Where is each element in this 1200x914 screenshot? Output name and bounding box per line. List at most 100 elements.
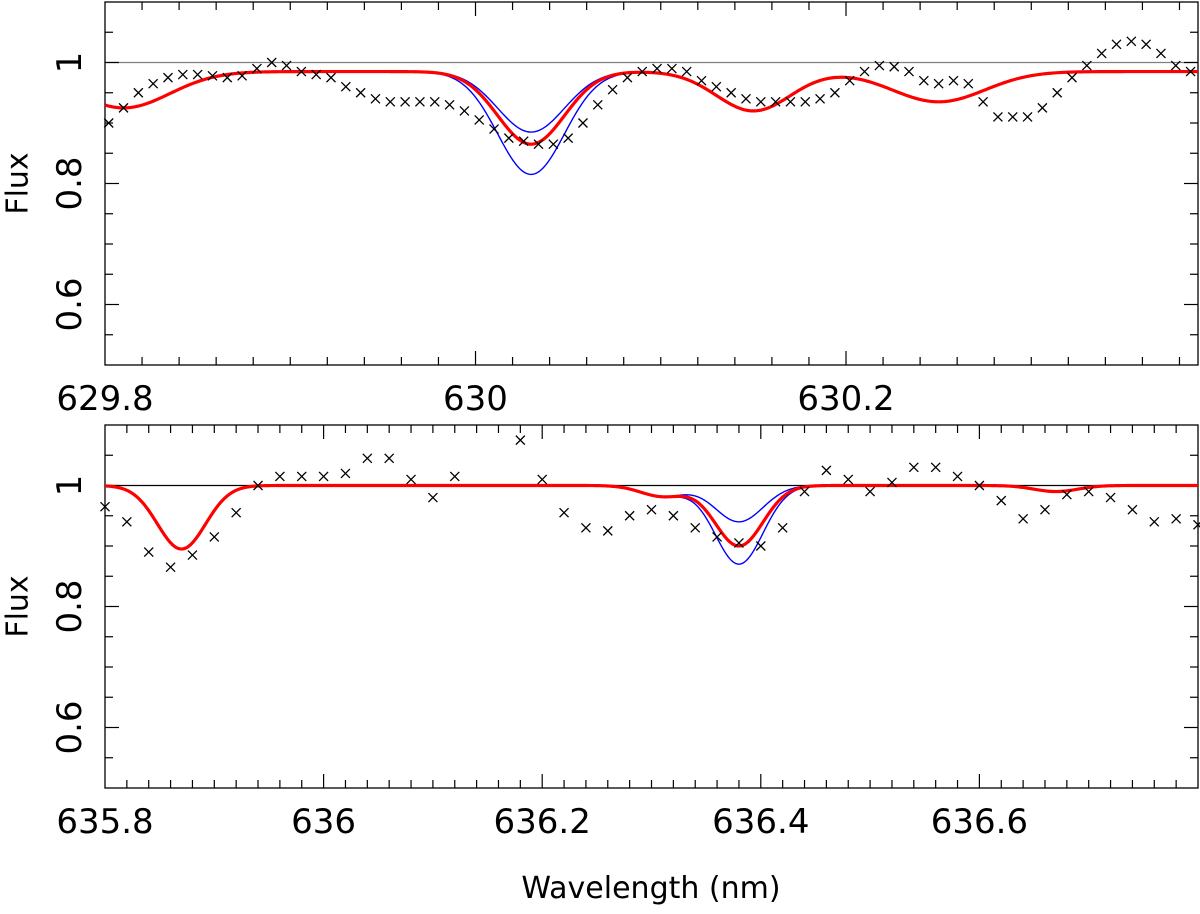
data-point [843, 474, 854, 485]
plot-frame [104, 424, 1199, 789]
x-tick-label: 635.8 [56, 802, 153, 842]
data-point [592, 99, 603, 110]
data-point [209, 531, 220, 542]
data-point [992, 111, 1003, 122]
x-axis-label: Wavelength (nm) [521, 871, 780, 906]
top-panel: 629.8 630 630.2 0.6 0.8 1 Flux [1, 1, 1199, 419]
data-point [1155, 48, 1166, 59]
data-point [1126, 36, 1137, 47]
x-tick-label: 636.4 [712, 802, 809, 842]
data-point [192, 69, 203, 80]
data-point [1007, 111, 1018, 122]
data-point [908, 462, 919, 473]
data-point [177, 69, 188, 80]
data-point [548, 139, 559, 150]
data-point [711, 81, 722, 92]
series-model-best [105, 483, 1198, 551]
data-point [253, 480, 263, 491]
data-point [121, 516, 132, 527]
data-point [296, 66, 307, 77]
data-point [918, 75, 929, 86]
x-tick-label: 630.2 [797, 379, 894, 419]
data-point [231, 507, 242, 518]
data-point [340, 468, 351, 479]
data-point [1105, 492, 1116, 503]
y-tick-label: 0.8 [50, 156, 90, 210]
data-point [646, 504, 657, 515]
data-point [537, 474, 548, 485]
y-tick-label: 1 [50, 475, 90, 497]
data-point [859, 66, 870, 77]
data-point [274, 471, 285, 482]
data-point [1111, 39, 1122, 50]
data-point [318, 471, 329, 482]
data-point [1185, 66, 1196, 77]
data-point [1149, 516, 1160, 527]
data-point [622, 72, 633, 83]
data-point [930, 462, 941, 473]
data-point [726, 87, 737, 98]
data-point [1193, 519, 1200, 530]
data-point [1081, 60, 1092, 71]
data-point [384, 453, 395, 464]
y-tick-label: 0.8 [50, 579, 90, 633]
data-point [237, 70, 248, 81]
data-point [1018, 513, 1029, 524]
data-point [385, 96, 396, 107]
data-point [652, 63, 663, 74]
data-point [770, 96, 781, 107]
data-point [1127, 504, 1138, 515]
data-point [580, 522, 591, 533]
data-point [429, 96, 440, 107]
data-point [414, 96, 425, 107]
data-point [1083, 486, 1094, 497]
data-point [624, 510, 635, 521]
data-point [489, 124, 499, 135]
data-point [563, 133, 574, 144]
data-point [1040, 504, 1050, 515]
y-tick-label: 0.6 [50, 700, 90, 754]
data-point [733, 538, 744, 548]
x-tick-label: 629.8 [56, 379, 153, 419]
series-model-upper [105, 70, 1198, 133]
data-point [515, 435, 526, 446]
data-point [311, 69, 322, 80]
data-point [952, 471, 963, 482]
data-point [777, 522, 788, 533]
x-tick-label: 630 [443, 379, 508, 419]
data-point [607, 84, 618, 95]
data-point [148, 78, 159, 89]
plot-frame [104, 1, 1199, 366]
data-point [887, 477, 897, 488]
data-point [406, 474, 416, 485]
data-point [281, 60, 292, 71]
data-point [974, 480, 985, 491]
data-point [741, 93, 751, 104]
data-point [815, 93, 826, 104]
data-point [1067, 72, 1077, 83]
data-point [1022, 111, 1033, 122]
data-point [187, 550, 198, 561]
data-point [996, 495, 1007, 506]
data-point [712, 531, 723, 542]
y-axis-label: Flux [1, 575, 36, 637]
data-point [829, 87, 840, 98]
data-point [637, 66, 648, 77]
data-point [800, 96, 811, 107]
data-point [103, 118, 114, 128]
data-point [933, 78, 944, 89]
data-point [1171, 513, 1182, 524]
data-point [785, 96, 796, 107]
data-point [602, 525, 613, 536]
y-axis-label: Flux [1, 152, 36, 214]
data-point [865, 486, 876, 497]
data-point [222, 72, 233, 83]
data-point [799, 486, 810, 497]
data-point [1052, 87, 1063, 98]
data-point [427, 492, 438, 503]
data-point [821, 465, 832, 476]
data-point [100, 501, 110, 512]
data-point [165, 562, 176, 573]
data-point [874, 60, 885, 71]
